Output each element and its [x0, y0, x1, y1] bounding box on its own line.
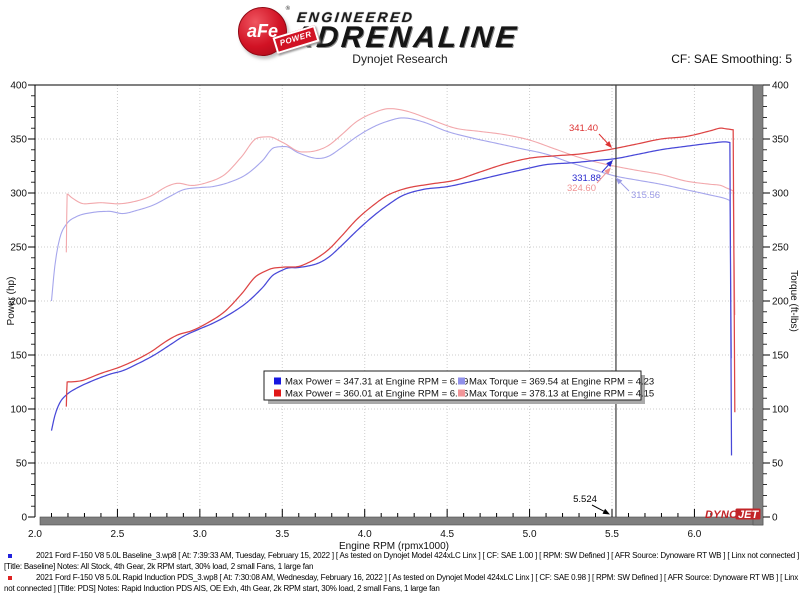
annotation-label: 324.60: [567, 183, 596, 194]
run-bullet: [8, 576, 12, 581]
y-right-tick-label: 400: [772, 81, 789, 92]
annotation-label: 331.88: [572, 173, 601, 184]
run-info-line: not connected ] [Title: PDS] Notes: Rapi…: [4, 583, 440, 593]
dynojet-logo-jet-box: [735, 508, 761, 520]
annotation-arrow-line: [598, 133, 608, 144]
gridlines: [35, 85, 753, 517]
run-bullet: [8, 554, 12, 558]
cursor-value-label: 5.524: [573, 494, 597, 505]
y-left-tick-label: 150: [10, 351, 27, 362]
annotation-pds_torque: 324.60: [567, 167, 611, 194]
y-left-tick-label: 100: [10, 405, 27, 416]
annotation-arrow-head: [606, 160, 613, 168]
annotation-label: 315.56: [631, 190, 660, 201]
run-info-entry: 2021 Ford F-150 V8 5.0L Baseline_3.wp8 […: [0, 551, 800, 572]
curve-pds_torque: [65, 108, 736, 316]
run-info-list: 2021 Ford F-150 V8 5.0L Baseline_3.wp8 […: [0, 551, 800, 595]
annotation-baseline_torque: 315.56: [615, 177, 660, 201]
annotation-baseline_power: 331.88: [572, 160, 613, 184]
dynojet-logo-dyno: DYNO: [705, 509, 738, 521]
annotation-arrow-head: [604, 167, 611, 175]
y-left-tick-label: 350: [10, 135, 27, 146]
x-tick-label: 3.5: [275, 529, 289, 540]
run-info-line: 2021 Ford F-150 V8 5.0L Baseline_3.wp8 […: [36, 551, 799, 560]
cursor-arrow-head: [602, 508, 610, 515]
annotation-pds_power: 341.40: [569, 123, 612, 148]
y-left-axis-title: Power (hp): [6, 277, 17, 326]
legend-swatch: [458, 389, 465, 397]
legend-label: Max Power = 360.01 at Engine RPM = 6.16: [285, 389, 468, 400]
afe-logo-text: aFe: [246, 21, 279, 41]
curve-baseline_torque: [50, 117, 733, 359]
legend-box: Max Power = 347.31 at Engine RPM = 6.19M…: [263, 370, 654, 404]
y-left-tick-label: 250: [10, 243, 27, 254]
x-tick-label: 4.5: [440, 529, 454, 540]
run-info-line: 2021 Ford F-150 V8 5.0L Rapid Induction …: [36, 573, 799, 583]
y-right-tick-label: 0: [772, 513, 778, 524]
dynojet-logo: DYNO JET: [705, 508, 761, 521]
y-right-tick-label: 200: [772, 297, 789, 308]
legend-swatch: [274, 377, 281, 385]
x-axis-title: Engine RPM (rpmx1000): [339, 541, 449, 552]
rpm-cursor[interactable]: 5.524: [573, 85, 617, 517]
y-right-tick-label: 300: [772, 189, 789, 200]
x-tick-label: 2.0: [28, 529, 42, 540]
cf-smoothing-label: CF: SAE Smoothing: 5: [671, 52, 792, 66]
y-right-tick-label: 100: [772, 405, 789, 416]
page-title: Dynojet Research: [352, 52, 448, 66]
x-tick-label: 3.0: [193, 529, 207, 540]
y-right-tick-label: 50: [772, 459, 784, 470]
y-left-tick-label: 50: [16, 459, 28, 470]
annotation-arrow-line: [620, 182, 630, 192]
run-info-line: [Title: Baseline] Notes: All Stock, 4th …: [4, 561, 314, 571]
legend-swatch: [274, 389, 281, 397]
legend-label: Max Torque = 369.54 at Engine RPM = 4.23: [469, 377, 654, 388]
x-tick-label: 5.0: [523, 529, 537, 540]
legend-label: Max Power = 347.31 at Engine RPM = 6.19: [285, 377, 468, 388]
annotation-label: 341.40: [569, 123, 598, 134]
cursor-arrow-line: [591, 504, 605, 512]
legend-frame: [263, 370, 642, 401]
y-left-tick-label: 0: [21, 513, 27, 524]
x-tick-label: 2.5: [110, 529, 124, 540]
run-info-entry: 2021 Ford F-150 V8 5.0L Rapid Induction …: [0, 573, 800, 594]
y-right-tick-label: 250: [772, 243, 789, 254]
curve-baseline_power: [50, 141, 733, 456]
legend-label: Max Torque = 378.13 at Engine RPM = 4.15: [469, 389, 654, 400]
legend-swatch: [458, 377, 465, 385]
dynojet-logo-jet: JET: [738, 509, 759, 521]
y-left-tick-label: 400: [10, 81, 27, 92]
annotation-arrow-head: [605, 140, 612, 148]
x-tick-label: 4.0: [358, 529, 372, 540]
x-tick-label: 5.5: [605, 529, 619, 540]
axis-ticks: 2.0 2.5 3.0 3.5 4.0 4.5 5.0 5.5 6.0 0 50 100 150 200 2…: [10, 81, 789, 541]
x-axis-bar: [39, 516, 764, 526]
annotation-arrow-line: [596, 172, 607, 184]
axis-titles: Power (hp) Torque (ft-lbs) Engine RPM (rpm…: [6, 270, 799, 552]
y-right-tick-label: 350: [772, 135, 789, 146]
right-axis-bar: [752, 84, 764, 526]
y-right-tick-label: 150: [772, 351, 789, 362]
annotation-arrow-head: [615, 177, 623, 185]
annotation-arrow-line: [601, 164, 609, 173]
y-right-axis-title: Torque (ft-lbs): [788, 270, 799, 332]
y-left-tick-label: 200: [10, 297, 27, 308]
registered-mark: ®: [285, 6, 290, 12]
afe-logo-circle: aFe ®: [238, 6, 290, 56]
y-left-tick-label: 300: [10, 189, 27, 200]
x-tick-label: 6.0: [687, 529, 701, 540]
curve-pds_power: [65, 127, 736, 413]
